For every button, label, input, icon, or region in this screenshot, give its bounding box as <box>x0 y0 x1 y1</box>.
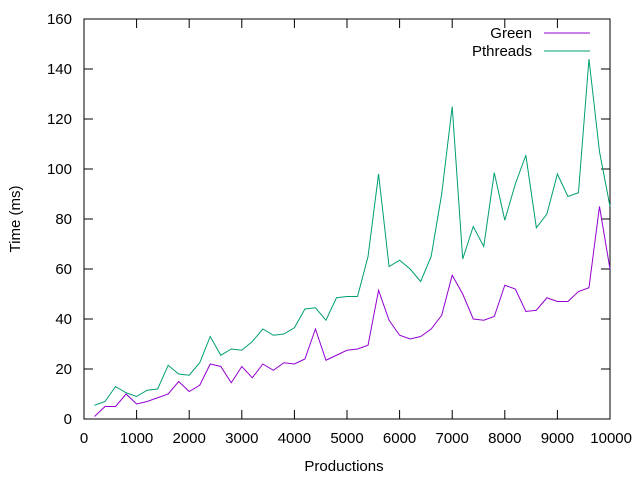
x-axis-label: Productions <box>304 458 383 475</box>
x-tick-label: 3000 <box>225 430 258 447</box>
y-tick-label: 120 <box>47 111 72 128</box>
x-tick-label: 0 <box>80 430 88 447</box>
series-lines <box>94 58 611 417</box>
y-tick-label: 20 <box>55 361 72 378</box>
x-tick-label: 10000 <box>590 430 632 447</box>
y-tick-label: 140 <box>47 61 72 78</box>
x-tick-label: 7000 <box>436 430 469 447</box>
y-axis-label: Time (ms) <box>7 186 24 253</box>
y-tick-label: 100 <box>47 161 72 178</box>
legend-label-pthreads: Pthreads <box>472 43 532 60</box>
x-tick-label: 8000 <box>488 430 521 447</box>
x-tick-label: 4000 <box>278 430 311 447</box>
y-tick-label: 60 <box>55 261 72 278</box>
y-tick-label: 40 <box>55 311 72 328</box>
y-tick-label: 160 <box>47 11 72 28</box>
x-tick-label: 2000 <box>173 430 206 447</box>
series-line-green <box>94 206 611 417</box>
x-tick-label: 1000 <box>120 430 153 447</box>
x-tick-label: 9000 <box>541 430 574 447</box>
series-line-pthreads <box>94 58 611 406</box>
x-tick-label: 6000 <box>383 430 416 447</box>
x-tick-label: 5000 <box>330 430 363 447</box>
axes: 0 20 40 60 80 100 120 140 160 0 1000 2000 3000 4000 50… <box>47 11 632 447</box>
y-tick-label: 0 <box>64 411 72 428</box>
y-tick-label: 80 <box>55 211 72 228</box>
plot-frame <box>83 18 611 420</box>
legend-label-green: Green <box>490 25 532 42</box>
